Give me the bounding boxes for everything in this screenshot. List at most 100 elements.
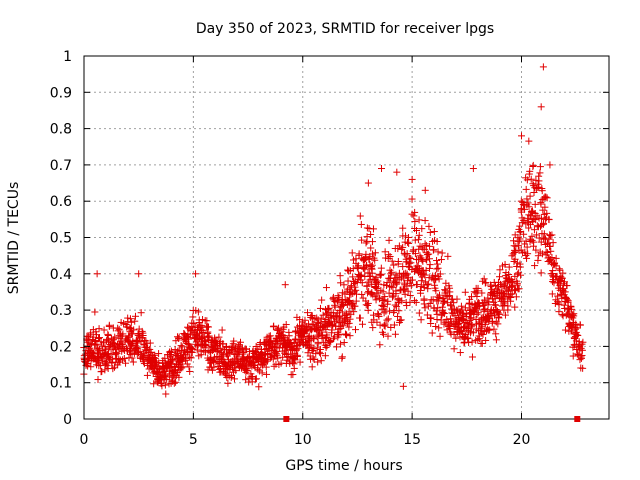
data-point <box>549 267 557 275</box>
data-points <box>80 63 587 398</box>
data-point <box>579 364 587 372</box>
data-point <box>408 175 416 183</box>
data-point <box>537 215 545 223</box>
data-point <box>282 321 290 329</box>
data-point <box>540 219 548 227</box>
data-point <box>524 250 532 258</box>
data-point <box>388 293 396 301</box>
data-point <box>564 297 572 305</box>
data-point <box>578 346 586 354</box>
data-point <box>399 224 407 232</box>
data-point <box>413 281 421 289</box>
data-point <box>461 288 469 296</box>
data-point <box>389 283 397 291</box>
data-point <box>436 270 444 278</box>
data-point <box>101 366 109 374</box>
data-point <box>372 273 380 281</box>
data-point <box>418 225 426 233</box>
data-point <box>363 282 371 290</box>
data-point <box>352 255 360 263</box>
data-point <box>258 369 266 377</box>
data-point <box>489 317 497 325</box>
data-point <box>511 303 519 311</box>
data-point <box>504 306 512 314</box>
data-point <box>404 263 412 271</box>
data-point <box>432 307 440 315</box>
data-point <box>530 238 538 246</box>
data-point <box>559 312 567 320</box>
data-point <box>404 238 412 246</box>
data-point <box>435 291 443 299</box>
data-point <box>532 176 540 184</box>
data-point <box>421 304 429 312</box>
data-point <box>440 309 448 317</box>
data-point <box>576 321 584 329</box>
data-point <box>538 221 546 229</box>
data-point <box>371 284 379 292</box>
data-point <box>187 354 195 362</box>
data-point <box>410 246 418 254</box>
data-point <box>573 324 581 332</box>
data-point <box>322 284 330 292</box>
y-tick-label: 0.9 <box>50 85 72 101</box>
data-point <box>374 277 382 285</box>
data-point <box>533 222 541 230</box>
data-point <box>434 264 442 272</box>
data-point <box>406 298 414 306</box>
data-point <box>243 367 251 375</box>
data-point <box>204 323 212 331</box>
data-point <box>529 161 537 169</box>
data-point <box>482 279 490 287</box>
data-point <box>398 297 406 305</box>
data-point <box>393 302 401 310</box>
data-point <box>358 320 366 328</box>
data-point <box>318 328 326 336</box>
data-point <box>183 360 191 368</box>
data-point <box>462 318 470 326</box>
data-point <box>486 326 494 334</box>
data-point <box>436 332 444 340</box>
data-point <box>429 296 437 304</box>
data-point <box>512 293 520 301</box>
data-point <box>451 312 459 320</box>
data-point <box>509 278 517 286</box>
data-point <box>194 308 202 316</box>
data-point <box>530 215 538 223</box>
data-point <box>179 363 187 371</box>
data-point <box>440 297 448 305</box>
data-point <box>394 312 402 320</box>
data-point <box>216 344 224 352</box>
data-point <box>426 242 434 250</box>
data-point <box>218 326 226 334</box>
data-point <box>182 355 190 363</box>
data-point <box>540 230 548 238</box>
data-point <box>130 326 138 334</box>
data-point <box>308 363 316 371</box>
data-point <box>383 300 391 308</box>
data-point <box>150 380 158 388</box>
data-point <box>453 295 461 303</box>
data-point <box>131 317 139 325</box>
data-point <box>432 287 440 295</box>
data-point <box>349 273 357 281</box>
y-tick-label: 0.7 <box>50 158 72 174</box>
data-point <box>456 349 464 357</box>
data-point <box>371 256 379 264</box>
data-point <box>119 356 127 364</box>
data-point <box>224 350 232 358</box>
data-point <box>119 330 127 338</box>
data-point <box>558 274 566 282</box>
data-point <box>364 306 372 314</box>
data-point <box>478 289 486 297</box>
data-point <box>294 345 302 353</box>
data-point <box>290 364 298 372</box>
data-point <box>535 177 543 185</box>
data-point <box>328 326 336 334</box>
data-point <box>330 296 338 304</box>
data-point <box>198 321 206 329</box>
data-point <box>340 339 348 347</box>
data-point <box>437 256 445 264</box>
data-point <box>335 294 343 302</box>
data-point <box>329 321 337 329</box>
data-point <box>452 334 460 342</box>
